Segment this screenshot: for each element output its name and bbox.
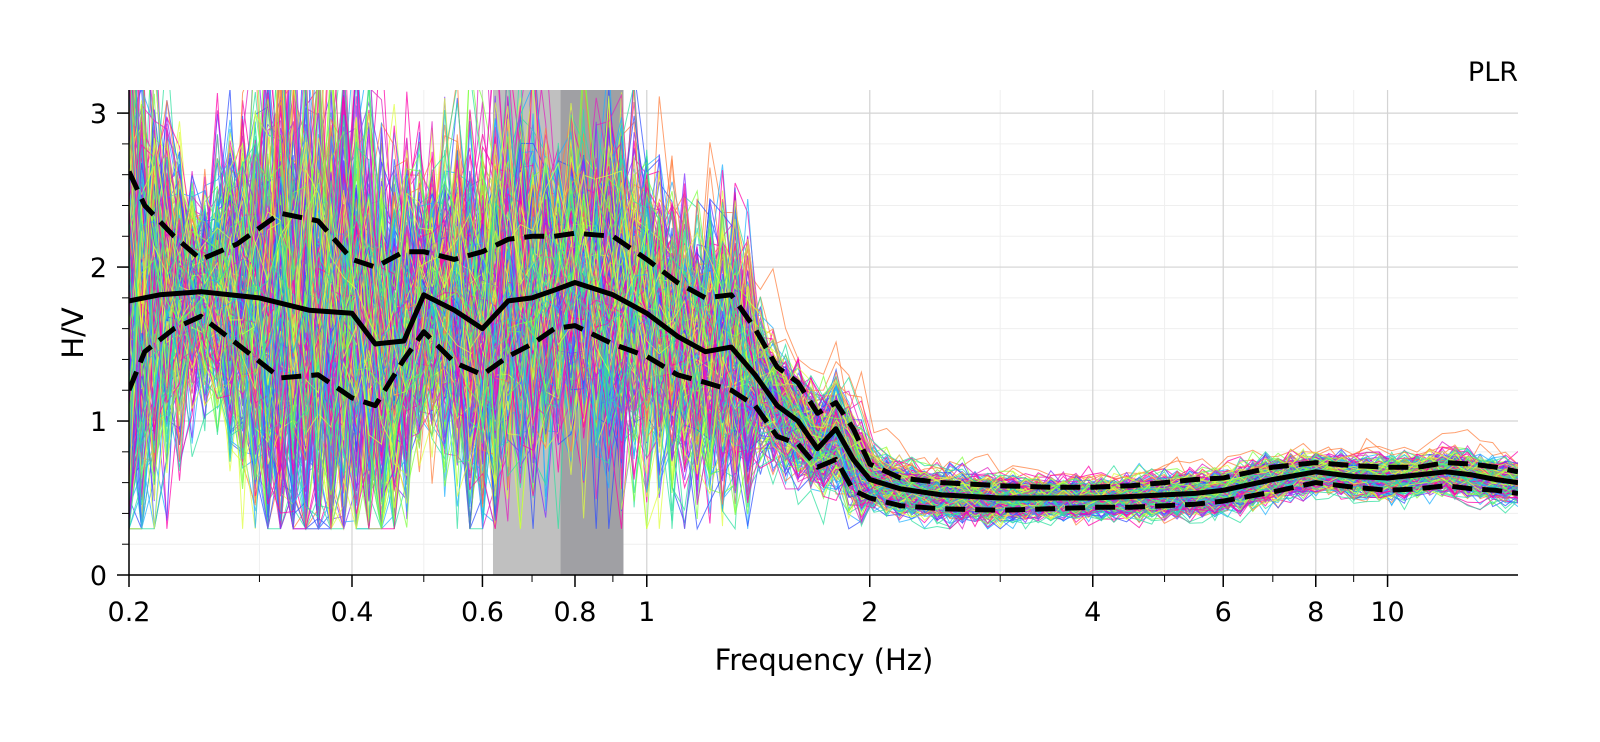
site-label: PLR xyxy=(1468,57,1518,88)
x-tick-label: 2 xyxy=(861,597,878,628)
window-curve xyxy=(129,121,1518,529)
x-axis-title: Frequency (Hz) xyxy=(715,643,934,677)
x-tick-label: 0.2 xyxy=(108,597,151,628)
window-curve xyxy=(129,141,1518,517)
window-curve xyxy=(129,109,1518,529)
x-tick-label: 0.6 xyxy=(461,597,504,628)
std-lower-curve xyxy=(129,313,1518,513)
window-curve xyxy=(129,90,1518,498)
y-tick-label: 3 xyxy=(90,99,107,130)
y-tick-label: 0 xyxy=(90,561,107,592)
x-tick-label: 4 xyxy=(1084,597,1101,628)
y-tick-label: 2 xyxy=(90,253,107,284)
statistical-curves xyxy=(129,170,1518,513)
y-axis-title: H/V xyxy=(56,307,90,359)
x-tick-label: 8 xyxy=(1307,597,1324,628)
axes xyxy=(117,90,1518,587)
std-upper-curve xyxy=(129,170,1518,490)
x-tick-label: 10 xyxy=(1370,597,1404,628)
x-tick-label: 1 xyxy=(638,597,655,628)
x-tick-label: 0.8 xyxy=(554,597,597,628)
x-tick-label: 0.4 xyxy=(331,597,374,628)
tick-labels: 0.2 0.4 0.6 0.8 1 2 4 6 8 10 0 1 2 3 xyxy=(90,99,1405,628)
window-curve xyxy=(129,90,1518,529)
x-tick-label: 6 xyxy=(1215,597,1232,628)
y-tick-label: 1 xyxy=(90,407,107,438)
window-curve xyxy=(129,90,1518,529)
mean-curve xyxy=(129,280,1518,501)
